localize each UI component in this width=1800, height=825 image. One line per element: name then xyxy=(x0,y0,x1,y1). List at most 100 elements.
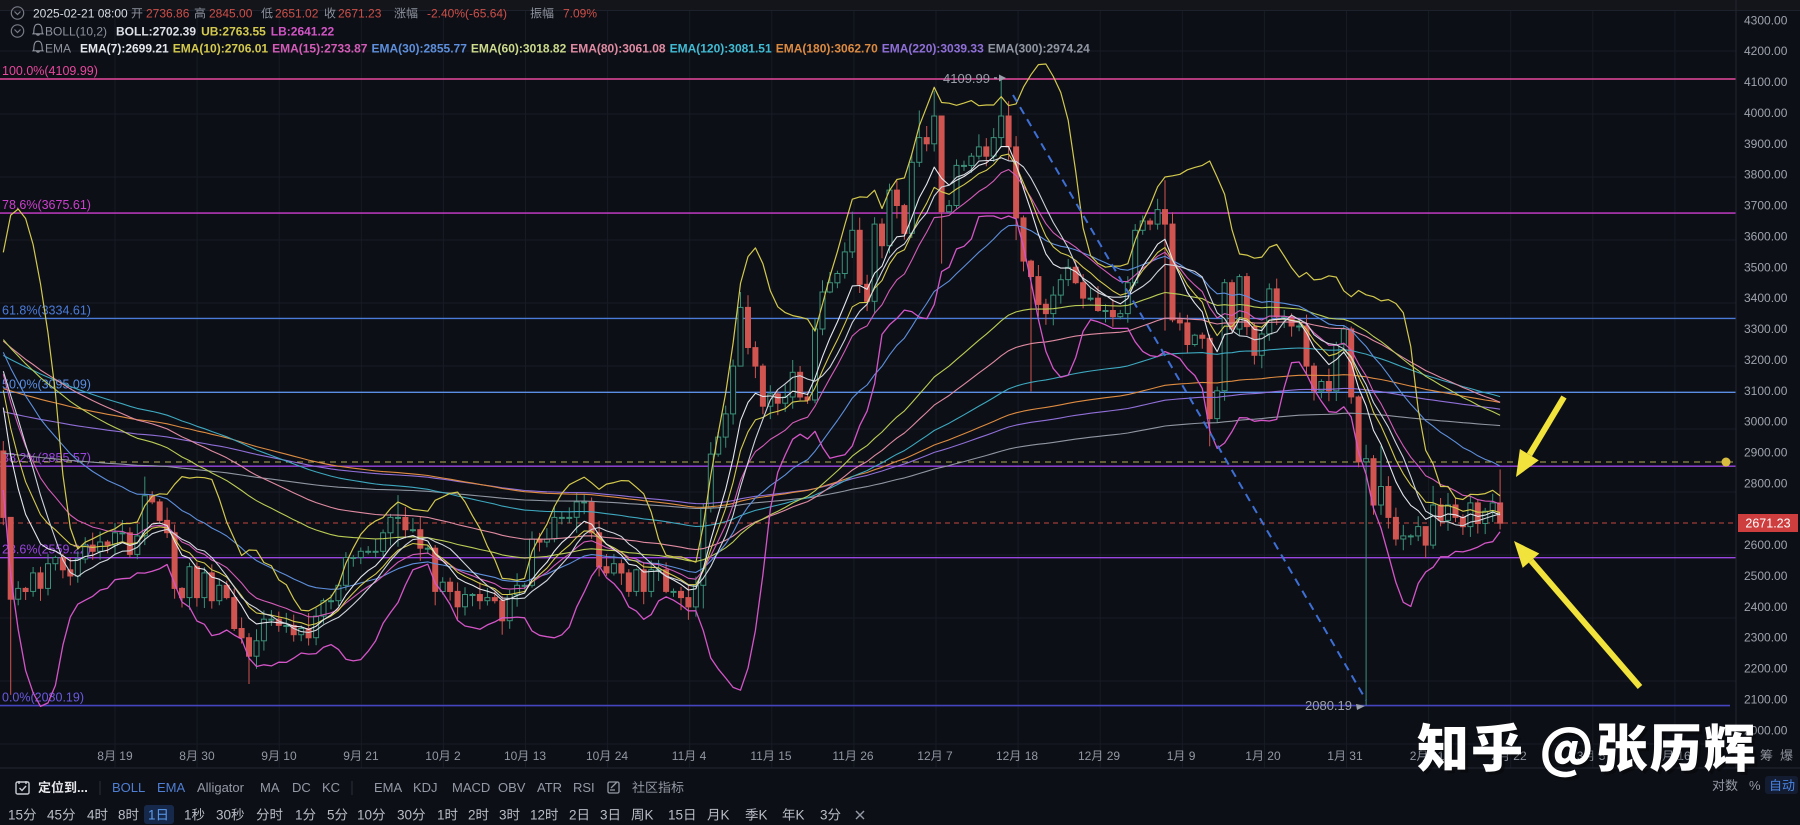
svg-text:12: 12 xyxy=(996,749,1010,763)
svg-text:1: 1 xyxy=(1327,749,1334,763)
svg-text:2300.00: 2300.00 xyxy=(1744,631,1788,645)
svg-text:2: 2 xyxy=(468,808,476,823)
svg-text:EMA(220):3039.33: EMA(220):3039.33 xyxy=(882,42,984,56)
svg-text:K: K xyxy=(759,808,768,823)
svg-text:2671.23: 2671.23 xyxy=(1745,517,1790,531)
svg-text:K: K xyxy=(796,808,805,823)
svg-text:31: 31 xyxy=(1349,749,1363,763)
svg-text:2200.00: 2200.00 xyxy=(1744,662,1788,676)
svg-text:EMA(7):2699.21: EMA(7):2699.21 xyxy=(80,42,169,56)
svg-text:BOLL(10,2): BOLL(10,2) xyxy=(45,25,107,39)
svg-text:EMA: EMA xyxy=(45,42,71,56)
svg-text:9: 9 xyxy=(1189,749,1196,763)
svg-text:15: 15 xyxy=(778,749,792,763)
svg-text:30: 30 xyxy=(201,749,215,763)
svg-text:-2.40%(-65.64): -2.40%(-65.64) xyxy=(427,7,507,21)
svg-text:10: 10 xyxy=(283,749,297,763)
svg-text:2100.00: 2100.00 xyxy=(1744,693,1788,707)
svg-text:20: 20 xyxy=(1267,749,1281,763)
svg-text:9: 9 xyxy=(261,749,268,763)
svg-text:11: 11 xyxy=(750,749,763,763)
svg-text:3700.00: 3700.00 xyxy=(1744,199,1788,213)
svg-text:78.6%(3675.61): 78.6%(3675.61) xyxy=(2,198,91,212)
svg-text:Alligator: Alligator xyxy=(197,780,245,795)
svg-text:4300.00: 4300.00 xyxy=(1744,13,1788,27)
svg-text:BOLL: BOLL xyxy=(112,780,145,795)
svg-text:2: 2 xyxy=(1410,749,1417,763)
svg-text:24: 24 xyxy=(615,749,629,763)
svg-text:2845.00: 2845.00 xyxy=(209,7,253,21)
svg-text:11: 11 xyxy=(672,749,685,763)
svg-text:2600.00: 2600.00 xyxy=(1744,538,1788,552)
svg-text:11: 11 xyxy=(832,749,845,763)
svg-text:12: 12 xyxy=(1078,749,1092,763)
svg-text:EMA(60):3018.82: EMA(60):3018.82 xyxy=(471,42,567,56)
svg-text:29: 29 xyxy=(1107,749,1121,763)
svg-text:10: 10 xyxy=(504,749,518,763)
svg-text:3: 3 xyxy=(820,808,828,823)
svg-text:10: 10 xyxy=(425,749,439,763)
svg-text:10: 10 xyxy=(586,749,600,763)
svg-text:MACD: MACD xyxy=(452,780,490,795)
svg-text:0.0%(2080.19): 0.0%(2080.19) xyxy=(2,691,84,705)
svg-text:EMA(120):3081.51: EMA(120):3081.51 xyxy=(670,42,772,56)
svg-text:EMA(15):2733.87: EMA(15):2733.87 xyxy=(272,42,368,56)
svg-text:DC: DC xyxy=(292,780,311,795)
svg-text:BOLL:2702.39: BOLL:2702.39 xyxy=(116,25,196,39)
svg-text:9: 9 xyxy=(343,749,350,763)
svg-text:UB:2763.55: UB:2763.55 xyxy=(201,25,266,39)
svg-text:30: 30 xyxy=(397,808,412,823)
svg-text:8: 8 xyxy=(97,749,104,763)
svg-text:2080.19: 2080.19 xyxy=(1305,698,1352,713)
svg-text:2: 2 xyxy=(454,749,461,763)
svg-text:2500.00: 2500.00 xyxy=(1744,569,1788,583)
svg-text:2900.00: 2900.00 xyxy=(1744,446,1788,460)
svg-text:2800.00: 2800.00 xyxy=(1744,476,1788,490)
svg-text:EMA(180):3062.70: EMA(180):3062.70 xyxy=(776,42,878,56)
svg-text:LB:2641.22: LB:2641.22 xyxy=(271,25,335,39)
svg-text:K: K xyxy=(645,808,654,823)
svg-text:3600.00: 3600.00 xyxy=(1744,229,1788,243)
svg-text:3000.00: 3000.00 xyxy=(1744,415,1788,429)
svg-text:8: 8 xyxy=(118,808,126,823)
svg-text:3400.00: 3400.00 xyxy=(1744,291,1788,305)
svg-text:26: 26 xyxy=(860,749,874,763)
svg-text:1: 1 xyxy=(1167,749,1174,763)
svg-text:19: 19 xyxy=(119,749,133,763)
svg-text:3: 3 xyxy=(499,808,507,823)
svg-text:K: K xyxy=(721,808,730,823)
svg-text:3300.00: 3300.00 xyxy=(1744,322,1788,336)
svg-text:7.09%: 7.09% xyxy=(563,7,597,21)
svg-text:4000.00: 4000.00 xyxy=(1744,106,1788,120)
svg-text:08:00: 08:00 xyxy=(98,7,128,21)
svg-text:3200.00: 3200.00 xyxy=(1744,353,1788,367)
svg-text:13: 13 xyxy=(533,749,547,763)
svg-text:EMA(300):2974.24: EMA(300):2974.24 xyxy=(988,42,1090,56)
svg-text:2671.23: 2671.23 xyxy=(338,7,382,21)
svg-text:KC: KC xyxy=(322,780,340,795)
svg-text:3900.00: 3900.00 xyxy=(1744,137,1788,151)
svg-text:4: 4 xyxy=(87,808,95,823)
svg-text:2: 2 xyxy=(569,808,577,823)
svg-text:1: 1 xyxy=(1245,749,1252,763)
svg-text:4100.00: 4100.00 xyxy=(1744,75,1788,89)
svg-text:KDJ: KDJ xyxy=(413,780,438,795)
svg-text:EMA: EMA xyxy=(157,780,186,795)
svg-text:2025-02-21: 2025-02-21 xyxy=(33,7,95,21)
svg-text:ATR: ATR xyxy=(537,780,562,795)
svg-text:3800.00: 3800.00 xyxy=(1744,168,1788,182)
svg-text:1: 1 xyxy=(148,808,156,823)
svg-text:18: 18 xyxy=(1025,749,1039,763)
svg-text:MA: MA xyxy=(260,780,280,795)
svg-text:1: 1 xyxy=(437,808,445,823)
svg-text:1: 1 xyxy=(184,808,192,823)
svg-text:3100.00: 3100.00 xyxy=(1744,384,1788,398)
svg-text:61.8%(3334.61): 61.8%(3334.61) xyxy=(2,303,91,317)
svg-text:15: 15 xyxy=(8,808,23,823)
svg-text:1: 1 xyxy=(295,808,303,823)
svg-text:4200.00: 4200.00 xyxy=(1744,44,1788,58)
svg-text:100.0%(4109.99): 100.0%(4109.99) xyxy=(2,64,98,78)
svg-text:EMA(80):3061.08: EMA(80):3061.08 xyxy=(570,42,666,56)
svg-text:4109.99: 4109.99 xyxy=(943,71,990,86)
svg-text:EMA(30):2855.77: EMA(30):2855.77 xyxy=(372,42,468,56)
